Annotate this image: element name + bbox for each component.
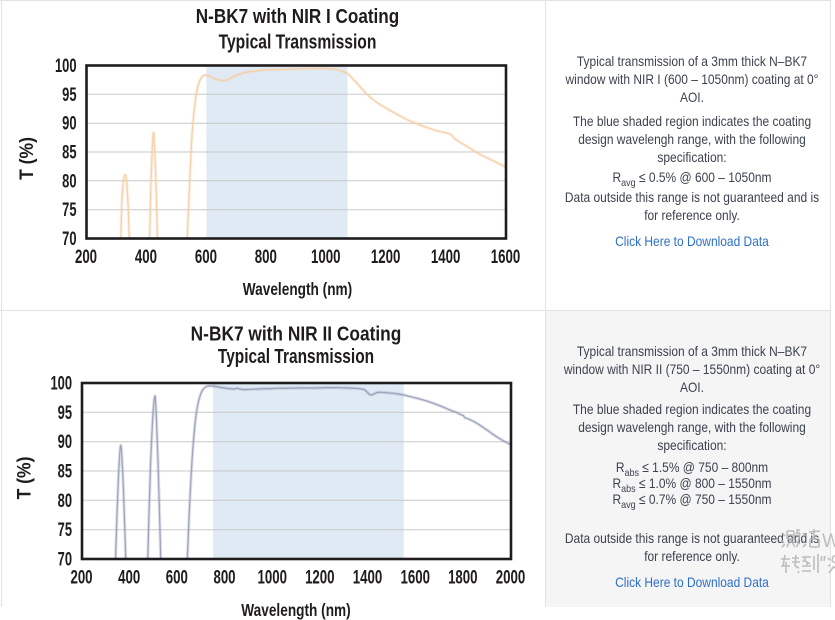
- svg-text:Wavelength (nm): Wavelength (nm): [243, 281, 352, 300]
- svg-text:800: 800: [255, 245, 277, 267]
- svg-text:75: 75: [62, 200, 76, 221]
- svg-text:85: 85: [62, 142, 76, 163]
- svg-text:85: 85: [58, 461, 72, 482]
- svg-text:75: 75: [58, 520, 72, 541]
- svg-text:80: 80: [62, 171, 76, 192]
- svg-text:600: 600: [166, 566, 188, 588]
- svg-text:Typical Transmission: Typical Transmission: [219, 29, 377, 53]
- svg-text:W: W: [822, 531, 835, 552]
- svg-text:95: 95: [58, 402, 72, 423]
- svg-text:200: 200: [70, 566, 92, 588]
- svg-text:800: 800: [213, 566, 235, 588]
- svg-text:200: 200: [75, 245, 97, 267]
- svg-text:1400: 1400: [353, 566, 382, 588]
- svg-text:1600: 1600: [491, 245, 520, 267]
- svg-text:100: 100: [50, 373, 72, 394]
- svg-text:90: 90: [58, 432, 72, 453]
- svg-text:600: 600: [195, 245, 217, 267]
- svg-text:1800: 1800: [448, 566, 477, 588]
- svg-text:70: 70: [58, 549, 72, 570]
- svg-text:1400: 1400: [431, 245, 460, 267]
- svg-text:1200: 1200: [371, 245, 400, 267]
- svg-text:1000: 1000: [257, 566, 286, 588]
- svg-text:95: 95: [62, 84, 76, 105]
- svg-text:100: 100: [55, 56, 77, 77]
- svg-text:Typical Transmission: Typical Transmission: [218, 345, 374, 368]
- svg-text:2000: 2000: [496, 566, 525, 588]
- svg-text:80: 80: [58, 490, 72, 511]
- svg-text:1600: 1600: [400, 566, 429, 588]
- svg-text:T (%): T (%): [15, 137, 37, 180]
- svg-text:70: 70: [62, 229, 76, 250]
- svg-text:1000: 1000: [311, 245, 340, 267]
- svg-text:N-BK7 with NIR I Coating: N-BK7 with NIR I Coating: [196, 6, 399, 29]
- svg-text:90: 90: [62, 113, 76, 134]
- svg-text:400: 400: [118, 566, 140, 588]
- svg-text:400: 400: [135, 245, 157, 267]
- svg-text:T (%): T (%): [13, 457, 35, 500]
- svg-text:N-BK7 with NIR II Coating: N-BK7 with NIR II Coating: [191, 323, 402, 346]
- svg-text:Wavelength (nm): Wavelength (nm): [241, 602, 350, 620]
- svg-text:1200: 1200: [305, 566, 334, 588]
